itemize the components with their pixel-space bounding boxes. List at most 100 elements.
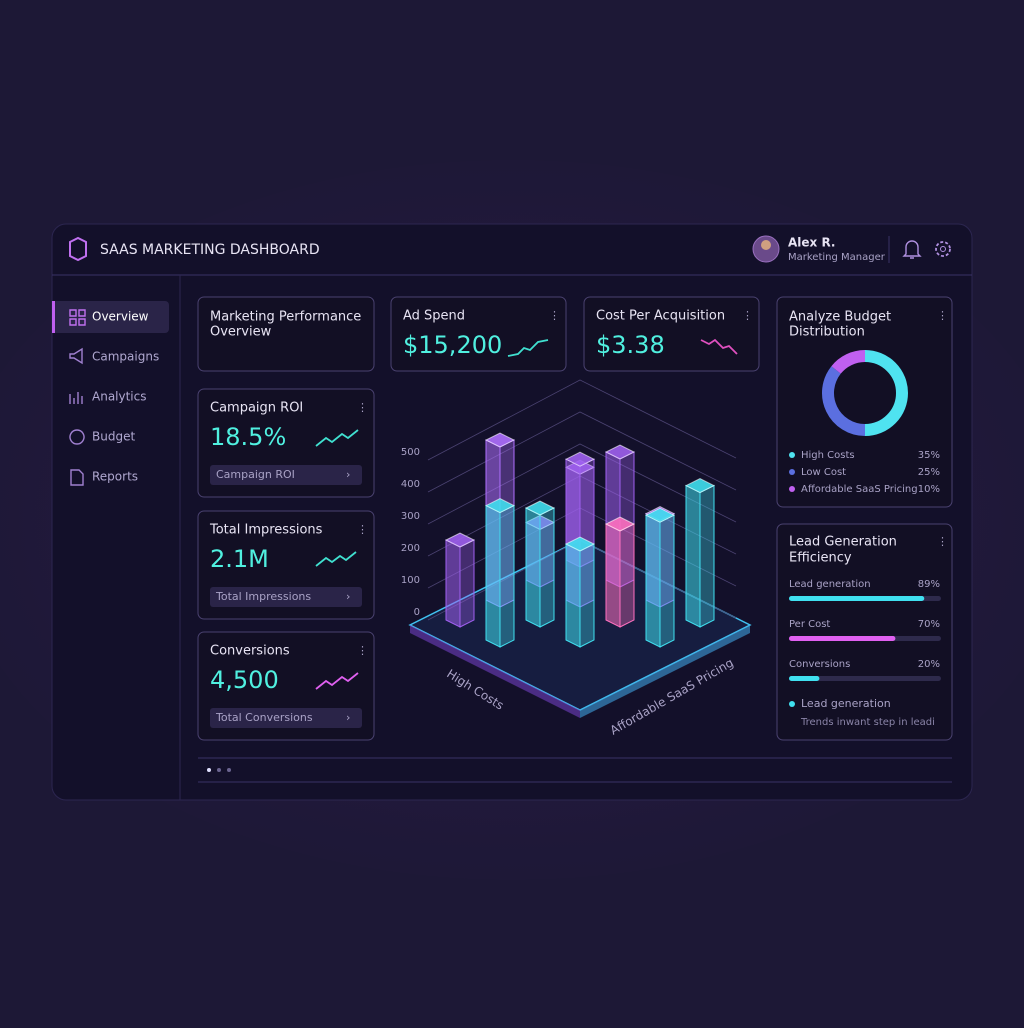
kpi-link-bg[interactable] <box>210 587 362 607</box>
sparkline <box>315 429 359 447</box>
menu-dots[interactable]: ⋮ <box>357 401 368 414</box>
nav-item[interactable]: Reports <box>92 470 138 484</box>
lead-value: 20% <box>918 659 940 670</box>
legend-label: Affordable SaaS Pricing <box>801 484 918 495</box>
legend-label: Low Cost <box>801 467 846 478</box>
bar <box>524 500 556 628</box>
bar-top-face <box>484 432 516 448</box>
bar <box>484 498 516 648</box>
sparkline <box>315 551 357 567</box>
app-title: SAAS MARKETING DASHBOARD <box>100 242 320 258</box>
kpi-card <box>583 296 760 372</box>
lead-note: Trends inwant step in leadi <box>800 717 935 728</box>
lead-value: 70% <box>918 619 940 630</box>
y-tick-label: 0 <box>414 607 420 618</box>
kpi-value: 2.1M <box>210 545 269 573</box>
menu-dots[interactable]: ⋮ <box>357 644 368 657</box>
donut-segment <box>864 350 908 436</box>
page-dot[interactable] <box>207 768 211 772</box>
nav-icon <box>69 392 83 404</box>
legend-value: 10% <box>918 484 940 495</box>
chevron: › <box>346 711 350 724</box>
donut-segment <box>822 366 866 436</box>
bar-top-face <box>644 507 676 523</box>
kpi-title: Conversions <box>210 644 290 659</box>
bar-top-face <box>604 516 636 532</box>
chart-floor-edge <box>580 625 750 718</box>
bar-left-face <box>645 514 661 648</box>
user-role: Marketing Manager <box>788 252 886 263</box>
kpi-link-bg[interactable] <box>210 708 362 728</box>
logo <box>69 236 87 262</box>
progress-bar <box>789 676 820 681</box>
bar-left-face <box>565 543 581 648</box>
bar-right-face <box>619 523 635 628</box>
progress-bar <box>789 636 896 641</box>
lead-title: Efficiency <box>789 551 852 566</box>
nav-icon <box>69 429 85 445</box>
nav-active-indicator <box>52 301 55 333</box>
bar-right-face <box>459 539 475 628</box>
legend-value: 35% <box>918 450 940 461</box>
bar-left-face <box>445 539 461 628</box>
progress-track <box>789 676 941 681</box>
bar-top-face <box>564 451 596 467</box>
chevron: › <box>346 590 350 603</box>
kpi-title: Ad Spend <box>403 309 465 324</box>
kpi-link-bg[interactable] <box>210 465 362 485</box>
bar-top-face <box>564 536 596 552</box>
kpi-title: Campaign ROI <box>210 401 303 416</box>
chart-floor-edge <box>410 625 580 718</box>
kpi-value: 4,500 <box>210 666 279 694</box>
kpi-value: $15,200 <box>403 331 502 359</box>
bar-left-face <box>605 523 621 628</box>
y-tick-label: 100 <box>401 575 420 586</box>
nav-item[interactable]: Overview <box>92 310 149 324</box>
grid-line <box>427 379 737 461</box>
menu-dots[interactable]: ⋮ <box>549 309 560 322</box>
sparkline <box>507 339 549 357</box>
overview-card <box>197 296 375 372</box>
menu-dots[interactable]: ⋮ <box>937 535 948 548</box>
settings-icon[interactable] <box>935 241 951 257</box>
nav-item[interactable]: Budget <box>92 430 135 444</box>
overview-title: Overview <box>210 325 272 340</box>
grid-line <box>427 443 737 525</box>
sparkline <box>315 672 359 690</box>
avatar-face <box>761 240 771 250</box>
nav-icon <box>70 469 84 486</box>
legend-label: High Costs <box>801 450 855 461</box>
bar <box>444 532 476 628</box>
chevron: › <box>346 468 350 481</box>
menu-dots[interactable]: ⋮ <box>937 309 948 322</box>
menu-dots[interactable]: ⋮ <box>357 523 368 536</box>
progress-bar <box>789 596 925 601</box>
legend-dot <box>789 486 795 492</box>
bell-icon[interactable] <box>902 240 922 259</box>
nav-item[interactable]: Campaigns <box>92 350 159 364</box>
kpi-value: 18.5% <box>210 423 286 451</box>
menu-dots[interactable]: ⋮ <box>742 309 753 322</box>
lead-legend-dot <box>789 701 795 707</box>
y-tick-label: 400 <box>401 479 420 490</box>
bar-left-face <box>685 484 701 628</box>
page-dot[interactable] <box>227 768 231 772</box>
lead-label: Conversions <box>789 659 850 670</box>
bar <box>564 536 596 648</box>
bar-right-face <box>499 504 515 648</box>
kpi-link: Total Impressions <box>215 590 311 603</box>
nav-item[interactable]: Analytics <box>92 390 147 404</box>
overview-title: Marketing Performance <box>210 310 361 325</box>
nav-icon <box>69 309 86 326</box>
sparkline <box>700 338 738 355</box>
kpi-title: Cost Per Acquisition <box>596 309 725 324</box>
bar-top-face <box>484 498 516 514</box>
budget-title: Analyze Budget <box>789 310 891 325</box>
legend-dot <box>789 469 795 475</box>
lead-label: Lead generation <box>789 579 871 590</box>
page-dot[interactable] <box>217 768 221 772</box>
bar-top-face <box>524 500 556 516</box>
lead-title: Lead Generation <box>789 535 897 550</box>
settings-icon-core <box>940 246 946 252</box>
bar-right-face <box>659 514 675 648</box>
